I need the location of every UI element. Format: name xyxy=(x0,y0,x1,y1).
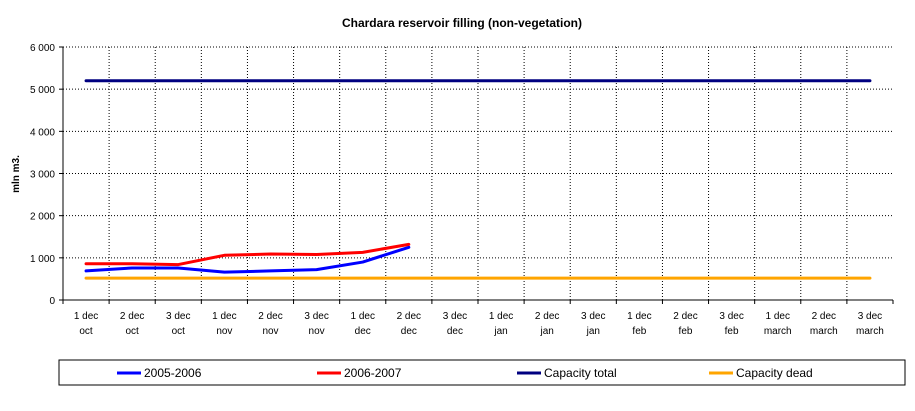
x-tick-label: 1 dec xyxy=(489,311,513,322)
x-tick-label-sub: dec xyxy=(401,326,417,337)
x-tick-label: 3 dec xyxy=(581,311,605,322)
y-tick-label: 3 000 xyxy=(30,170,55,181)
x-tick-label: 1 dec xyxy=(627,311,651,322)
y-axis-label: mln m3. xyxy=(11,155,22,193)
legend-box xyxy=(58,359,906,386)
x-tick-label-sub: dec xyxy=(447,326,463,337)
chart-title: Chardara reservoir filling (non-vegetati… xyxy=(342,16,582,30)
x-tick-label: 1 dec xyxy=(74,311,98,322)
series-line-2005-2006 xyxy=(84,245,411,274)
x-tick-label: 3 dec xyxy=(166,311,190,322)
x-tick-label: 3 dec xyxy=(304,311,328,322)
series-layer xyxy=(84,79,872,280)
y-tick-label: 5 000 xyxy=(30,85,55,96)
legend: 2005-2006 2006-2007 Capacity total Capacity… xyxy=(58,359,906,386)
legend-label: 2005-2006 xyxy=(144,366,202,380)
y-tick-label: 2 000 xyxy=(30,212,55,223)
legend-label: 2006-2007 xyxy=(344,366,402,380)
x-tick-label: 3 dec xyxy=(858,311,882,322)
x-tick-label: 3 dec xyxy=(719,311,743,322)
axis-layer: 0 1 000 2 000 3 000 4 000 5 000 6 000 1 dec oct 2… xyxy=(30,43,894,337)
x-tick-label-sub: feb xyxy=(679,326,693,337)
x-tick-label: 2 dec xyxy=(120,311,144,322)
x-tick-label-sub: dec xyxy=(355,326,371,337)
y-tick-label: 0 xyxy=(49,296,55,307)
x-tick-label-sub: jan xyxy=(586,326,600,337)
x-tick-label-sub: nov xyxy=(216,326,232,337)
x-tick-label-sub: oct xyxy=(125,326,139,337)
x-tick-label: 2 dec xyxy=(812,311,836,322)
x-tick-label-sub: march xyxy=(810,326,838,337)
x-tick-label: 2 dec xyxy=(535,311,559,322)
x-tick-label-sub: jan xyxy=(493,326,507,337)
x-tick-label-sub: feb xyxy=(632,326,646,337)
legend-label: Capacity total xyxy=(544,366,617,380)
x-tick-label: 2 dec xyxy=(258,311,282,322)
series-line-2006-2007 xyxy=(84,242,411,267)
x-tick-label-sub: oct xyxy=(172,326,186,337)
x-tick-label: 2 dec xyxy=(673,311,697,322)
y-tick-label: 6 000 xyxy=(30,43,55,54)
y-tick-label: 1 000 xyxy=(30,254,55,265)
x-tick-label-sub: jan xyxy=(539,326,553,337)
legend-label: Capacity dead xyxy=(736,366,813,380)
x-tick-label: 2 dec xyxy=(397,311,421,322)
x-tick-label-sub: march xyxy=(764,326,792,337)
x-tick-label-sub: feb xyxy=(725,326,739,337)
x-tick-label-sub: nov xyxy=(309,326,325,337)
x-tick-label-sub: oct xyxy=(79,326,93,337)
x-tick-label-sub: nov xyxy=(262,326,278,337)
x-tick-label-sub: march xyxy=(856,326,884,337)
x-tick-label: 3 dec xyxy=(443,311,467,322)
x-tick-label: 1 dec xyxy=(350,311,374,322)
y-tick-label: 4 000 xyxy=(30,127,55,138)
x-tick-label: 1 dec xyxy=(212,311,236,322)
x-tick-label: 1 dec xyxy=(765,311,789,322)
grid-layer xyxy=(63,46,893,300)
